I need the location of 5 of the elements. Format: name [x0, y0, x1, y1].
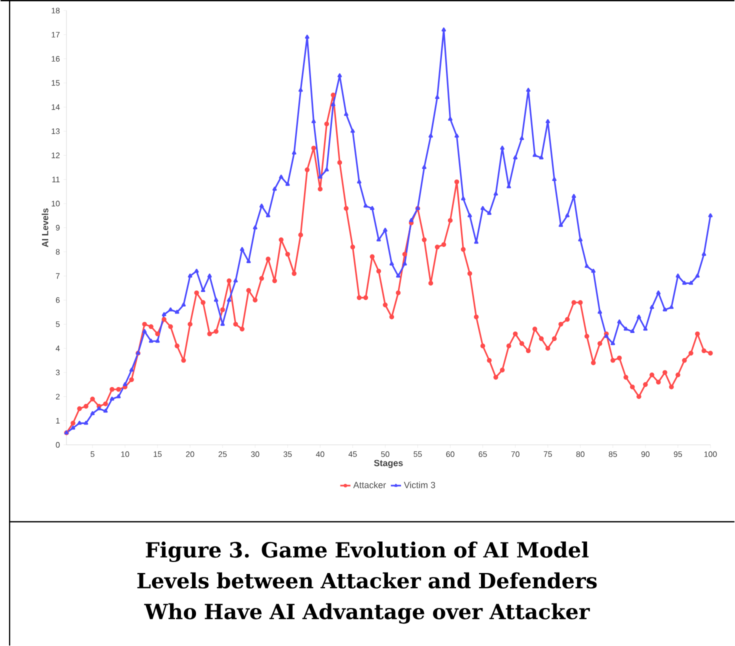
y-axis-title: AI Levels — [42, 208, 48, 248]
legend-label: Victim 3 — [404, 482, 436, 488]
x-axis-title: Stages — [374, 460, 403, 468]
caption: Figure 3. Game Evolution of AI Model Levels between Attacker and Defenders Who Have AI Advantage over Attacker — [137, 541, 597, 624]
legend-label: Attacker — [353, 482, 386, 488]
